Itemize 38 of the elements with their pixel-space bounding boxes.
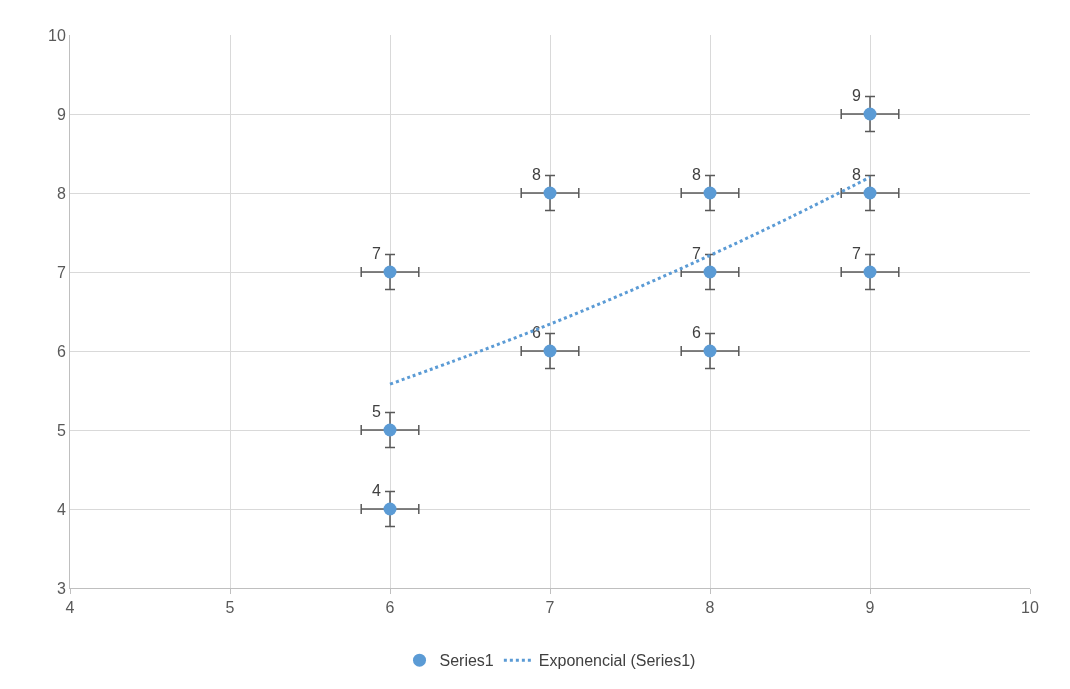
- x-tick-label: 9: [865, 599, 875, 617]
- data-label: 5: [371, 402, 381, 420]
- point: [863, 265, 877, 279]
- point: [383, 423, 397, 437]
- legend-label: Exponencial (Series1): [538, 652, 696, 670]
- data-label: 8: [691, 165, 701, 183]
- point: [703, 265, 717, 279]
- x-tick-label: 5: [225, 599, 235, 617]
- point: [383, 502, 397, 516]
- data-label: 7: [371, 244, 381, 262]
- data-label: 7: [851, 244, 861, 262]
- data-label: 8: [851, 165, 861, 183]
- data-label: 7: [691, 244, 701, 262]
- point: [543, 344, 557, 358]
- y-tick-label: 7: [56, 263, 66, 281]
- data-label: 6: [531, 323, 541, 341]
- point: [703, 186, 717, 200]
- data-label: 6: [691, 323, 701, 341]
- y-tick-label: 3: [56, 579, 66, 597]
- point: [383, 265, 397, 279]
- y-tick-label: 5: [56, 421, 66, 439]
- data-label: 9: [851, 86, 861, 104]
- y-tick-label: 4: [56, 500, 66, 518]
- legend-label: Series1: [439, 652, 494, 670]
- y-tick-label: 8: [56, 184, 66, 202]
- y-tick-label: 6: [56, 342, 66, 360]
- data-label: 4: [371, 481, 381, 499]
- point: [863, 107, 877, 121]
- point: [703, 344, 717, 358]
- x-tick-label: 7: [545, 599, 555, 617]
- point: [543, 186, 557, 200]
- y-tick-label: 9: [56, 105, 66, 123]
- y-tick-label: 10: [48, 26, 66, 44]
- x-tick-label: 6: [385, 599, 395, 617]
- x-tick-label: 8: [705, 599, 715, 617]
- x-tick-label: 10: [1021, 599, 1039, 617]
- point: [863, 186, 877, 200]
- data-label: 8: [531, 165, 541, 183]
